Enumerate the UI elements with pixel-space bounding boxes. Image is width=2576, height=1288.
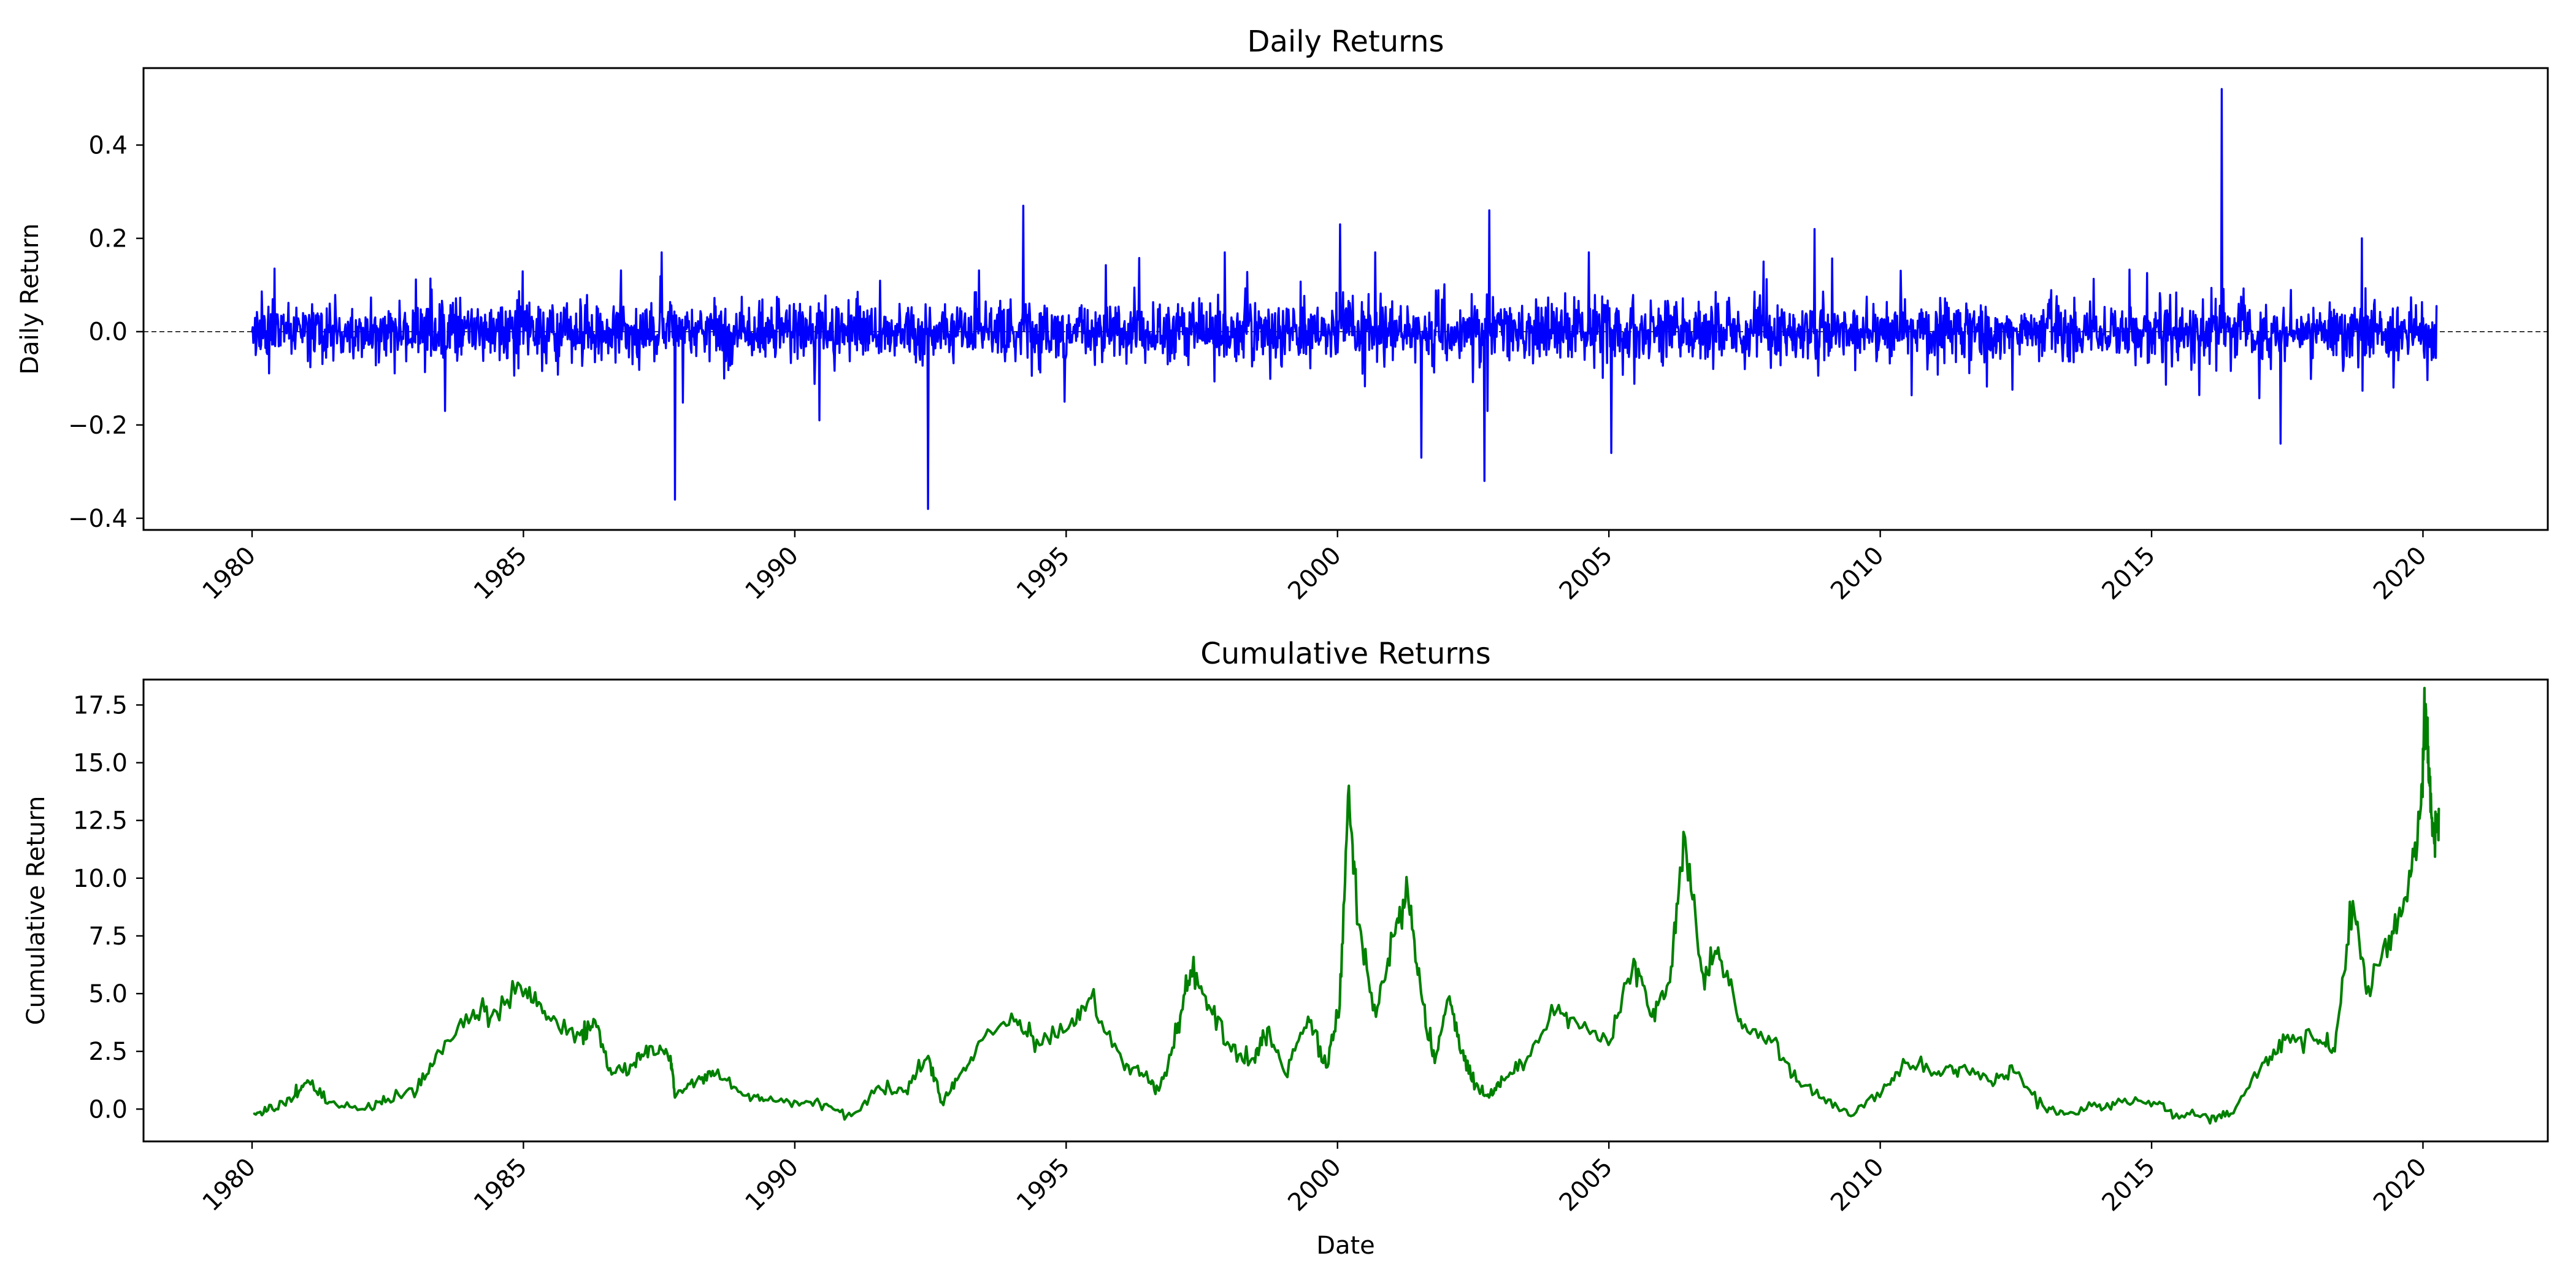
y-tick-label: 2.5 [88,1038,128,1066]
plot-area: 1980 1985 1990 1995 2000 2005 2010 2015 2020 −0.4… [68,67,2549,606]
x-tick-label: 2015 [2097,542,2161,606]
y-tick-label: 0.0 [88,318,128,347]
y-axis-label: Cumulative Return [22,796,50,1025]
y-tick-label: 10.0 [73,865,128,893]
chart-title: Daily Returns [1248,25,1444,59]
x-tick-label: 1990 [740,542,804,606]
x-axis-label: Date [1316,1232,1375,1260]
x-tick-label: 1985 [469,1153,533,1217]
data-layer [144,88,2548,510]
x-tick-label: 2010 [1825,542,1890,606]
x-tick-label: 1985 [469,542,533,606]
data-layer [253,686,2440,1125]
x-tick-label: 2005 [1554,542,1619,606]
y-tick-label: −0.4 [68,505,128,533]
cumulative-returns-chart: Cumulative Returns Cumulative Return Dat… [22,637,2549,1260]
y-tick-label: 17.5 [73,691,128,719]
y-tick-label: 12.5 [73,807,128,835]
x-tick-label: 2015 [2097,1153,2161,1217]
cumulative-return-line [253,686,2440,1125]
x-tick-label: 2000 [1282,542,1347,606]
x-tick-label: 1990 [740,1153,804,1217]
axes-frame [142,67,2549,531]
daily-returns-chart: Daily Returns Daily Return 1980 1985 1990 1… [16,25,2549,606]
y-tick-label: 0.4 [88,132,128,160]
x-tick-label: 1980 [197,1153,262,1217]
y-tick-label: 0.0 [88,1095,128,1124]
x-tick-label: 2020 [2368,542,2432,606]
x-tick-label: 2010 [1825,1153,1890,1217]
x-tick-label: 2000 [1282,1153,1347,1217]
x-tick-label: 1995 [1011,1153,1076,1217]
x-tick-label: 1995 [1011,542,1076,606]
plot-area: 1980 1985 1990 1995 2000 2005 2010 2015 2020 0.0 2… [73,678,2549,1217]
y-tick-label: 0.2 [88,225,128,253]
y-tick-label: 15.0 [73,749,128,778]
y-tick-label: 7.5 [88,922,128,951]
x-tick-label: 2020 [2368,1153,2432,1217]
daily-return-line [251,88,2438,510]
axes-frame [142,678,2549,1143]
x-tick-label: 2005 [1554,1153,1619,1217]
chart-title: Cumulative Returns [1200,637,1491,671]
x-tick-label: 1980 [197,542,262,606]
y-tick-label: −0.2 [68,412,128,440]
y-tick-label: 5.0 [88,980,128,1008]
y-axis-label: Daily Return [16,223,44,375]
